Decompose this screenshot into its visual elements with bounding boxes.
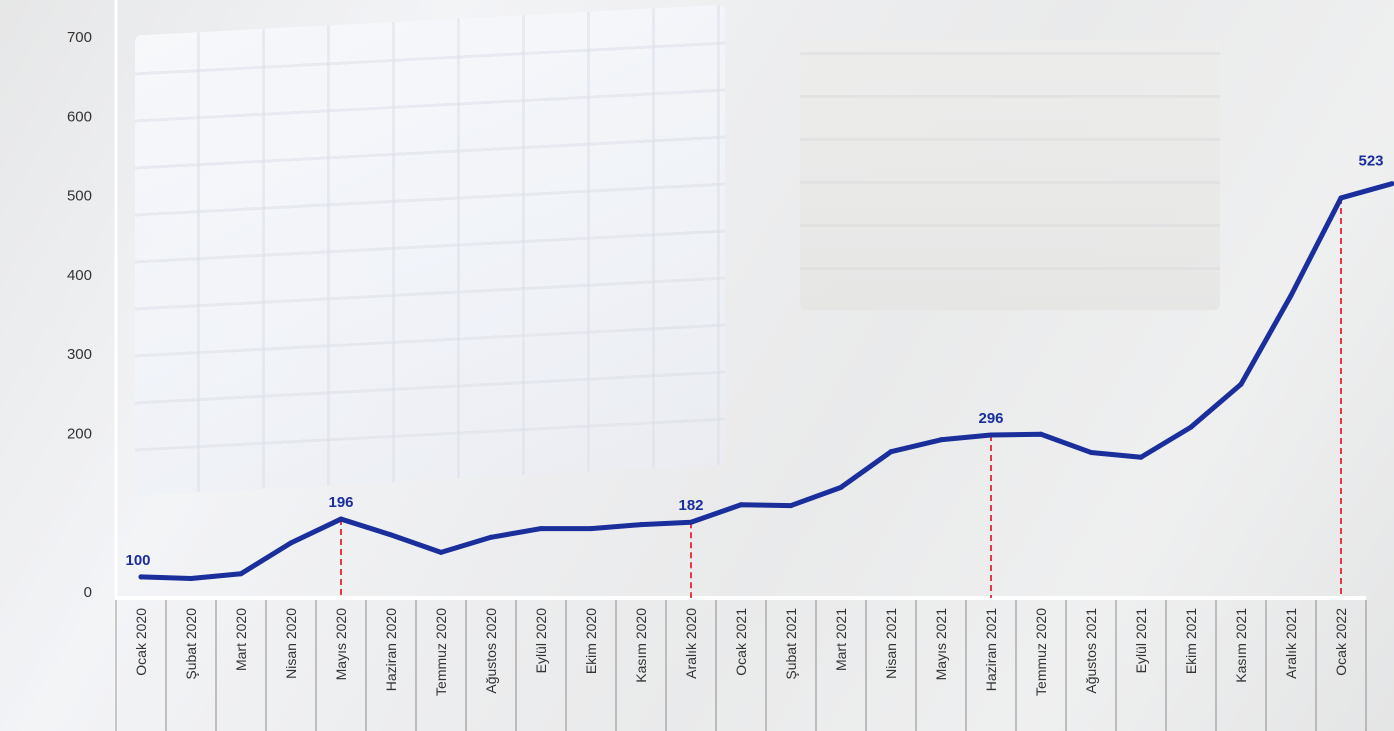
data-point <box>338 516 344 522</box>
x-tick-label: Mayıs 2021 <box>933 608 949 681</box>
data-label: 182 <box>678 497 703 514</box>
x-tick-label: Ocak 2022 <box>1333 608 1349 676</box>
data-point <box>538 526 544 532</box>
x-tick-label: Kasım 2020 <box>633 608 649 683</box>
data-point <box>388 532 394 538</box>
series-line <box>138 181 1394 582</box>
data-point <box>1288 292 1294 298</box>
data-point <box>1338 195 1344 201</box>
x-tick-label: Haziran 2020 <box>383 608 399 691</box>
x-tick-label: Temmuz 2020 <box>1033 608 1049 696</box>
data-point <box>738 502 744 508</box>
data-point <box>938 437 944 443</box>
data-point <box>438 549 444 555</box>
data-point <box>588 526 594 532</box>
data-point <box>1188 424 1194 430</box>
data-point <box>1088 449 1094 455</box>
x-tick-label: Eylül 2020 <box>533 608 549 674</box>
x-tick-label: Şubat 2020 <box>183 608 199 680</box>
x-tick-label: Temmuz 2020 <box>433 608 449 696</box>
data-point <box>1238 381 1244 387</box>
data-point <box>288 540 294 546</box>
x-tick-label: Aralık 2021 <box>1283 608 1299 679</box>
data-point <box>238 571 244 577</box>
y-tick-label: 600 <box>67 108 92 125</box>
data-point <box>1038 431 1044 437</box>
y-tick-label: 300 <box>67 346 92 363</box>
data-point <box>1138 454 1144 460</box>
x-tick-label: Nisan 2021 <box>883 608 899 679</box>
x-tick-label: Mayıs 2020 <box>333 608 349 681</box>
data-label: 296 <box>978 410 1003 427</box>
data-label: 196 <box>328 494 353 511</box>
data-point <box>788 503 794 509</box>
x-tick-label: Ağustos 2021 <box>1083 608 1099 694</box>
x-tick-label: Aralık 2020 <box>683 608 699 679</box>
x-tick-label: Kasım 2021 <box>1233 608 1249 683</box>
x-tick-label: Eylül 2021 <box>1133 608 1149 674</box>
y-tick-label: 400 <box>67 267 92 284</box>
data-point <box>888 449 894 455</box>
data-point <box>638 522 644 528</box>
x-tick-label: Ekim 2021 <box>1183 608 1199 674</box>
data-point <box>188 576 194 582</box>
x-tick-label: Ocak 2021 <box>733 608 749 676</box>
x-tick-label: Ekim 2020 <box>583 608 599 674</box>
data-label: 523 <box>1358 152 1383 169</box>
y-tick-label: 500 <box>67 188 92 205</box>
x-tick-label: Haziran 2021 <box>983 608 999 691</box>
x-tick-label: Mart 2021 <box>833 608 849 671</box>
x-tick-label: Ağustos 2020 <box>483 608 499 694</box>
y-tick-label: 700 <box>67 29 92 46</box>
x-tick-label: Ocak 2020 <box>133 608 149 676</box>
data-label: 100 <box>125 552 150 569</box>
data-point <box>138 574 144 580</box>
y-tick-label: 200 <box>67 425 92 442</box>
y-tick-label: 0 <box>84 584 92 601</box>
data-point <box>838 484 844 490</box>
background-paper-bales-right <box>800 40 1220 310</box>
x-tick-label: Nisan 2020 <box>283 608 299 679</box>
x-tick-label: Mart 2020 <box>233 608 249 671</box>
x-tick-label: Şubat 2021 <box>783 608 799 680</box>
data-point <box>688 519 694 525</box>
data-point <box>488 534 494 540</box>
data-point <box>988 432 994 438</box>
